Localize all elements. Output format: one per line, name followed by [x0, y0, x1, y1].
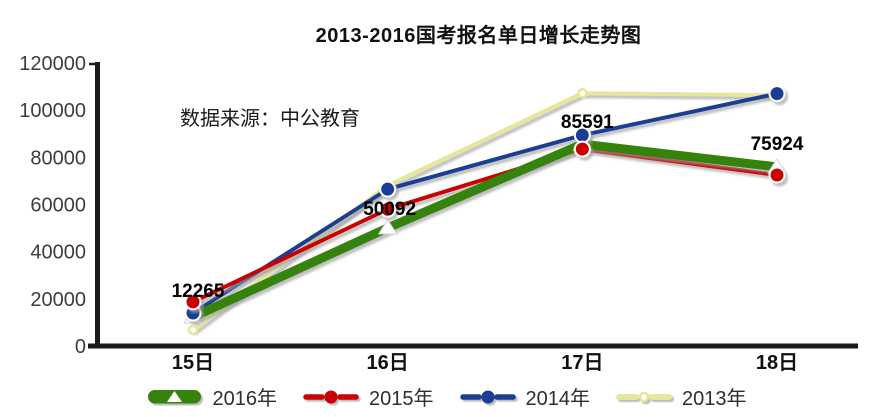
legend-marker-icon [303, 390, 359, 403]
svg-text:17日: 17日 [561, 352, 603, 374]
svg-text:50092: 50092 [363, 199, 416, 220]
svg-text:120000: 120000 [19, 53, 86, 75]
legend-item-2016: 2016年 [147, 382, 278, 411]
svg-text:85591: 85591 [561, 112, 614, 133]
chart-legend: 2016年 2015年 2014年 2013年 [0, 382, 893, 411]
legend-marker-icon [616, 391, 672, 402]
svg-text:20000: 20000 [30, 289, 86, 311]
legend-label: 2013年 [682, 388, 747, 410]
svg-text:60000: 60000 [30, 195, 86, 217]
source-note: 数据来源：中公教育 [180, 108, 360, 130]
svg-text:0: 0 [75, 336, 86, 358]
legend-label: 2015年 [369, 388, 434, 410]
legend-marker-icon [147, 389, 201, 403]
legend-marker-icon [459, 390, 516, 403]
legend-item-2013: 2013年 [616, 382, 747, 411]
svg-text:12265: 12265 [172, 281, 225, 302]
svg-text:80000: 80000 [30, 147, 86, 169]
legend-label: 2016年 [212, 388, 278, 410]
svg-text:75924: 75924 [751, 134, 804, 155]
svg-text:40000: 40000 [30, 242, 86, 264]
legend-item-2015: 2015年 [303, 382, 434, 411]
svg-text:100000: 100000 [19, 100, 86, 122]
svg-text:18日: 18日 [756, 352, 798, 374]
legend-label: 2014年 [525, 388, 591, 410]
svg-text:16日: 16日 [367, 352, 409, 374]
svg-text:15日: 15日 [172, 352, 214, 374]
chart-title: 2013-2016国考报名单日增长走势图 [315, 25, 642, 47]
legend-item-2014: 2014年 [459, 382, 591, 411]
